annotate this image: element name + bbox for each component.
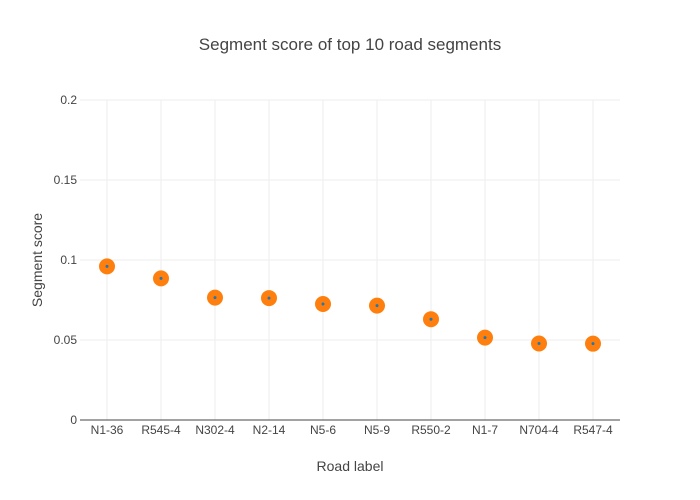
data-point-center xyxy=(267,296,271,300)
data-point xyxy=(99,258,115,275)
data-point xyxy=(369,297,385,314)
data-point xyxy=(261,290,277,307)
data-point xyxy=(423,311,439,328)
data-point xyxy=(315,296,331,312)
y-tick-label: 0.15 xyxy=(54,173,78,187)
data-point xyxy=(207,289,223,306)
y-axis-title: Segment score xyxy=(29,213,45,307)
x-tick-label: N1-7 xyxy=(472,423,498,437)
x-axis-title: Road label xyxy=(317,458,384,474)
data-point-center xyxy=(429,317,433,321)
data-point xyxy=(477,329,493,346)
y-tick-label: 0.05 xyxy=(54,333,78,347)
data-point-center xyxy=(591,342,595,346)
y-tick-label: 0 xyxy=(70,413,77,427)
x-tick-label: N2-14 xyxy=(253,423,286,437)
data-points xyxy=(99,258,601,352)
y-tick-label: 0.1 xyxy=(60,253,77,267)
y-axis-ticks: 0 0.05 0.1 0.15 0.2 xyxy=(54,93,78,427)
data-point-center xyxy=(375,304,379,308)
data-point xyxy=(153,270,169,287)
x-tick-label: N704-4 xyxy=(519,423,559,437)
x-tick-label: R547-4 xyxy=(573,423,613,437)
x-tick-label: N302-4 xyxy=(195,423,235,437)
data-point-center xyxy=(321,302,325,306)
data-point xyxy=(585,335,601,352)
y-tick-label: 0.2 xyxy=(60,93,77,107)
data-point-center xyxy=(213,296,217,300)
x-tick-label: R550-2 xyxy=(411,423,451,437)
data-point-center xyxy=(159,276,163,280)
x-tick-label: R545-4 xyxy=(141,423,181,437)
data-point-center xyxy=(105,264,109,268)
data-point xyxy=(531,335,547,352)
x-axis-ticks: N1-36 R545-4 N302-4 N2-14 N5-6 N5-9 R550-2 N1-7… xyxy=(91,423,613,437)
x-tick-label: N1-36 xyxy=(91,423,124,437)
x-tick-label: N5-9 xyxy=(364,423,390,437)
data-point-center xyxy=(483,336,487,340)
chart-title: Segment score of top 10 road segments xyxy=(199,35,501,54)
data-point-center xyxy=(537,342,541,346)
grid xyxy=(80,99,620,420)
x-tick-label: N5-6 xyxy=(310,423,336,437)
